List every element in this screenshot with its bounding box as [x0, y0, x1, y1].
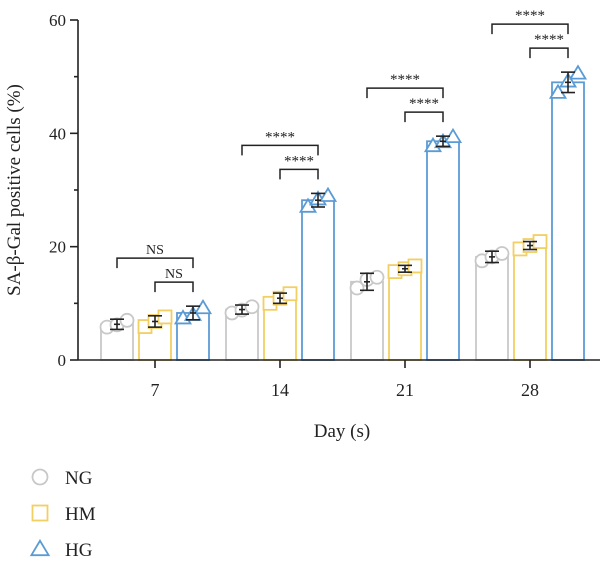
significance-bracket-day-21-ng-vs-hg: ****: [366, 72, 444, 99]
error-bars-layer: [110, 71, 575, 331]
x-tick-label: 21: [396, 380, 414, 400]
error-bar-ng-day-14: [235, 304, 249, 315]
error-bar-hm-day-7: [148, 314, 162, 328]
axis-lines: [70, 19, 600, 368]
legend-marker-hm: [31, 504, 49, 522]
significance-label: ****: [515, 8, 545, 24]
significance-label: ****: [390, 72, 420, 88]
error-bar-ng-day-7: [110, 318, 124, 331]
significance-label: ****: [265, 129, 295, 145]
significance-label: ****: [284, 153, 314, 169]
error-bar-hg-day-21: [436, 135, 450, 148]
bar-hg-day-14: [301, 199, 335, 361]
significance-bracket-day-14-hm-vs-hg: ****: [279, 153, 319, 180]
significance-bracket-day-7-ng-vs-hg: NS: [116, 243, 194, 269]
significance-bracket-day-28-hm-vs-hg: ****: [529, 32, 569, 59]
legend-label: HM: [65, 504, 96, 525]
x-tick-label: 28: [521, 380, 539, 400]
legend-item-hm: HM: [31, 504, 96, 525]
error-bar-hg-day-14: [311, 192, 325, 208]
significance-label: ****: [534, 32, 564, 48]
significance-bracket-day-28-ng-vs-hg: ****: [491, 8, 569, 35]
point-hm-day-7-3: [157, 309, 173, 325]
y-tick-label: 0: [58, 351, 67, 370]
points-layer: [99, 64, 588, 335]
point-hg-day-28-1: [548, 83, 568, 99]
error-bar-hm-day-14: [273, 292, 287, 305]
legend-marker-ng: [31, 468, 49, 486]
point-hg-day-14-3: [318, 186, 338, 202]
legend-label: HG: [65, 540, 93, 561]
legend-label: NG: [65, 468, 93, 489]
point-ng-day-14-3: [244, 299, 260, 315]
point-hg-day-7-3: [193, 298, 213, 315]
y-tick-label: 60: [49, 11, 66, 30]
bar-ng-day-28: [475, 255, 509, 361]
point-ng-day-28-3: [494, 246, 510, 261]
bar-hg-day-28: [551, 81, 585, 361]
error-bar-ng-day-28: [485, 250, 499, 264]
error-bar-hg-day-7: [186, 305, 200, 321]
legend-item-hg: HG: [29, 538, 93, 561]
point-ng-day-7-3: [119, 312, 135, 328]
significance-bracket-day-7-hm-vs-hg: NS: [154, 267, 194, 293]
bar-hg-day-21: [426, 140, 460, 361]
significance-label: NS: [165, 267, 183, 282]
y-tick-label: 20: [49, 238, 66, 257]
legend-item-ng: NG: [31, 468, 93, 489]
point-ng-day-21-1: [349, 280, 365, 296]
y-axis-label: SA-β-Gal positive cells (%): [4, 84, 25, 296]
bar-hm-day-28: [513, 244, 547, 361]
significance-bracket-day-21-hm-vs-hg: ****: [404, 96, 444, 123]
significance-label: ****: [409, 96, 439, 112]
error-bar-hg-day-28: [561, 71, 575, 94]
error-bar-hm-day-21: [398, 264, 412, 273]
bar-hm-day-21: [388, 267, 422, 361]
error-bar-hm-day-28: [523, 240, 537, 251]
legend: NG HM HG: [29, 468, 96, 561]
y-tick-label: 40: [49, 124, 66, 143]
significance-bracket-day-14-ng-vs-hg: ****: [241, 129, 319, 156]
bars-layer: [100, 81, 585, 361]
point-hg-day-14-1: [298, 197, 318, 213]
legend-marker-hg: [29, 538, 51, 557]
significance-label: NS: [146, 243, 164, 258]
x-tick-label: 14: [271, 380, 289, 400]
error-bar-ng-day-21: [360, 272, 374, 292]
x-tick-label: 7: [151, 380, 160, 400]
axes-layer: 0 20 40 60 7 14 21 28: [49, 11, 600, 400]
x-axis-label: Day (s): [314, 421, 370, 442]
